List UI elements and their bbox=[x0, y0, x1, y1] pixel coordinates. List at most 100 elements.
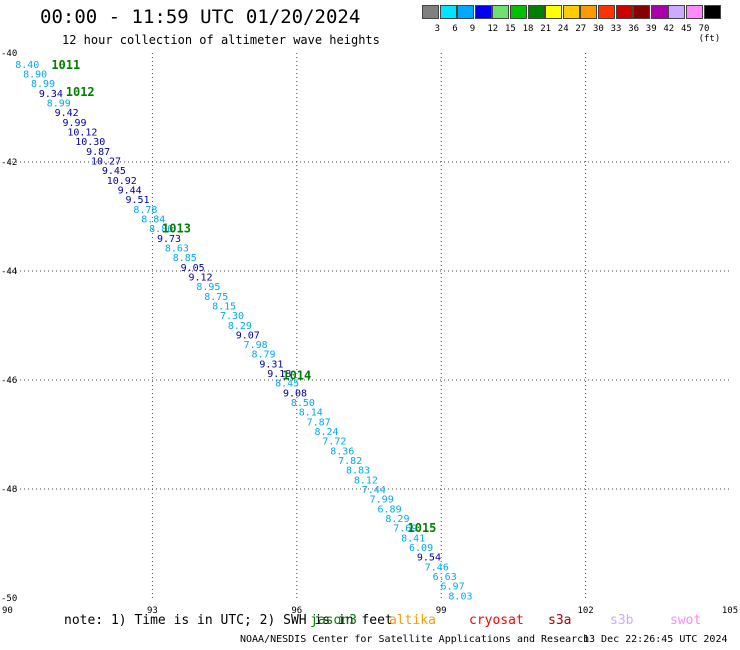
legend-swatch bbox=[703, 5, 721, 19]
altimeter-track: 8.408.908.999.348.999.429.9910.1210.309.… bbox=[15, 60, 472, 602]
wave-height-value: 8.40 bbox=[15, 60, 39, 71]
legend-swatch bbox=[492, 5, 510, 19]
wave-height-value: 8.29 bbox=[385, 514, 409, 525]
wave-height-value: 10.30 bbox=[75, 137, 105, 148]
legend-scale-label: 27 bbox=[575, 24, 587, 34]
wave-height-value: 7.30 bbox=[220, 311, 244, 322]
wave-height-value: 8.79 bbox=[251, 350, 275, 361]
wave-height-value: 7.44 bbox=[362, 485, 386, 496]
longitude-tick-label: 102 bbox=[577, 606, 593, 616]
latitude-tick-label: -40 bbox=[1, 49, 17, 59]
latitude-tick-label: -42 bbox=[1, 158, 17, 168]
legend-scale-label: 45 bbox=[681, 24, 692, 34]
wave-height-value: 9.54 bbox=[417, 553, 441, 564]
legend-swatch bbox=[598, 5, 615, 19]
wave-height-value: 9.99 bbox=[62, 118, 86, 129]
longitude-tick-label: 90 bbox=[2, 606, 13, 616]
generated-timestamp: 13 Dec 22:26:45 UTC 2024 bbox=[583, 634, 728, 645]
legend-swatch bbox=[633, 5, 651, 19]
wave-height-value: 8.84 bbox=[141, 214, 165, 225]
legend-scale-label: 6 bbox=[452, 24, 458, 34]
satellite-label-jason3: jason3 bbox=[310, 613, 357, 628]
wave-height-value: 8.99 bbox=[47, 99, 71, 110]
legend-scale-label: 30 bbox=[593, 24, 604, 34]
legend-scale-label: 21 bbox=[540, 24, 552, 34]
wave-height-value: 8.75 bbox=[204, 292, 228, 303]
wave-height-value: 7.46 bbox=[425, 562, 449, 573]
wave-height-value: 8.86 bbox=[149, 224, 173, 235]
legend-swatch bbox=[580, 5, 598, 19]
wave-height-value: 8.99 bbox=[31, 79, 55, 90]
legend-scale-label: 70 (ft) bbox=[698, 24, 721, 44]
wave-height-value: 9.34 bbox=[39, 89, 63, 100]
longitude-tick-label: 105 bbox=[722, 606, 738, 616]
satellite-label-swot: swot bbox=[670, 613, 702, 628]
legend-swatch bbox=[474, 5, 492, 19]
legend-swatch bbox=[439, 5, 457, 19]
orbit-number-label: 1014 bbox=[282, 369, 311, 383]
wave-height-value: 9.42 bbox=[55, 108, 79, 119]
footer-note: note: 1) Time is in UTC; 2) SWH is in fe… bbox=[64, 613, 393, 628]
credit-text: NOAA/NESDIS Center for Satellite Applica… bbox=[240, 634, 590, 645]
longitude-tick-label: 96 bbox=[291, 606, 302, 616]
longitude-tick-label: 93 bbox=[147, 606, 158, 616]
satellite-label-cryosat: cryosat bbox=[469, 613, 524, 628]
orbit-number-label: 1012 bbox=[66, 85, 95, 99]
legend-scale-label: 18 bbox=[522, 24, 534, 34]
wave-height-value: 7.72 bbox=[322, 437, 346, 448]
orbit-number-label: 1015 bbox=[408, 521, 437, 535]
wave-height-value: 8.85 bbox=[173, 253, 197, 264]
wave-height-value: 8.83 bbox=[346, 466, 370, 477]
wave-height-value: 8.50 bbox=[291, 398, 315, 409]
legend-swatch bbox=[457, 5, 475, 19]
wave-height-value: 8.36 bbox=[330, 446, 354, 457]
wave-height-value: 7.99 bbox=[370, 495, 394, 506]
legend-swatch bbox=[686, 5, 703, 19]
wave-height-value: 8.63 bbox=[165, 243, 189, 254]
legend-scale-label: 15 bbox=[505, 24, 516, 34]
wave-height-value: 7.82 bbox=[338, 456, 362, 467]
wave-height-value: 8.45 bbox=[275, 379, 299, 390]
legend-swatch bbox=[615, 5, 633, 19]
wave-height-value: 8.03 bbox=[448, 591, 472, 602]
wave-height-value: 9.73 bbox=[157, 234, 181, 245]
legend-scale-label: 39 bbox=[645, 24, 657, 34]
wave-height-value: 8.29 bbox=[228, 321, 252, 332]
latitude-tick-label: -50 bbox=[1, 594, 17, 604]
wave-height-value: 9.18 bbox=[267, 369, 291, 380]
legend-scale-label: 3 bbox=[434, 24, 441, 34]
legend-swatch bbox=[650, 5, 668, 19]
wave-height-value: 9.51 bbox=[125, 195, 149, 206]
wave-height-value: 10.12 bbox=[67, 128, 97, 139]
wave-height-value: 6.97 bbox=[441, 582, 465, 593]
wave-height-value: 6.63 bbox=[433, 572, 457, 583]
satellite-label-s3a: s3a bbox=[548, 613, 572, 628]
wave-height-value: 9.08 bbox=[283, 388, 307, 399]
legend-scale-label: 33 bbox=[610, 24, 622, 34]
wave-height-value: 6.09 bbox=[409, 543, 433, 554]
wave-height-value: 7.98 bbox=[244, 340, 268, 351]
map-grid bbox=[8, 53, 730, 598]
wave-height-value: 9.87 bbox=[86, 147, 110, 158]
legend-scale-label: 36 bbox=[628, 24, 640, 34]
wave-height-value: 8.90 bbox=[23, 70, 47, 81]
latitude-tick-label: -48 bbox=[1, 485, 17, 495]
wave-height-value: 6.89 bbox=[378, 504, 402, 515]
legend-swatch bbox=[545, 5, 563, 19]
wave-height-value: 8.15 bbox=[212, 301, 236, 312]
legend-swatch bbox=[527, 5, 545, 19]
wave-height-value: 9.45 bbox=[102, 166, 126, 177]
orbit-number-label: 1011 bbox=[51, 58, 80, 72]
wave-height-value: 7.87 bbox=[307, 417, 331, 428]
wave-height-value: 9.31 bbox=[259, 359, 283, 370]
latitude-tick-label: -44 bbox=[1, 267, 17, 277]
legend-swatch bbox=[668, 5, 686, 19]
longitude-tick-label: 99 bbox=[436, 606, 447, 616]
satellite-label-altika: altika bbox=[389, 613, 436, 628]
wave-height-value: 7.69 bbox=[393, 524, 417, 535]
wave-height-value: 9.44 bbox=[118, 185, 142, 196]
wave-height-value: 10.92 bbox=[107, 176, 137, 187]
wave-height-value: 8.95 bbox=[196, 282, 220, 293]
